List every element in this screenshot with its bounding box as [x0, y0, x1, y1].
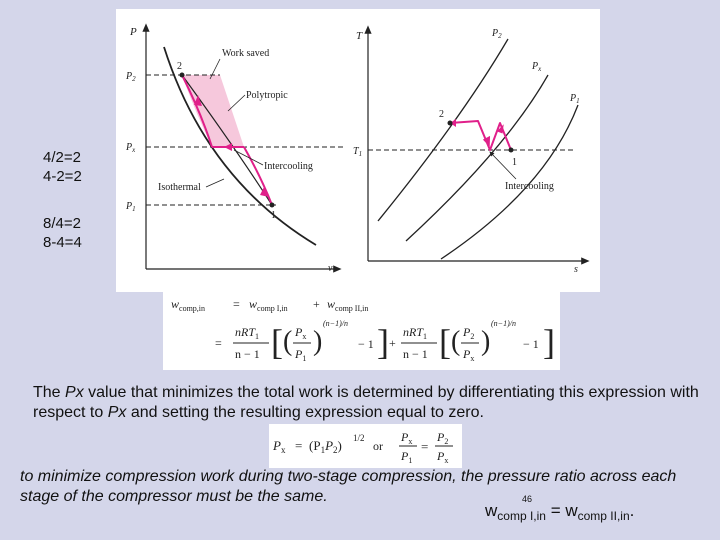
- ts-diagram: T s T1 P2 Px P1 1 2 Intercooling: [353, 25, 590, 275]
- eq-minus-one-1: − 1: [358, 337, 374, 351]
- pv-isothermal-label: Isothermal: [158, 182, 201, 193]
- work-equation-panel: wcomp,in = wcomp I,in + wcomp II,in = nR…: [163, 292, 560, 370]
- opt-lhs: Px: [272, 438, 286, 455]
- eq-bracket2-close: ]: [543, 322, 555, 362]
- eq-line1-lhs: wcomp,in: [171, 297, 205, 313]
- ts-arrow-intercool: [482, 135, 491, 147]
- work-equation: wcomp,in = wcomp I,in + wcomp II,in = nR…: [171, 297, 555, 363]
- pv-polytropic-leader: [227, 94, 246, 112]
- pv-polytropic-label: Polytropic: [246, 90, 288, 101]
- eq-paren1-close: ): [313, 326, 322, 357]
- ts-state-1-label: 1: [512, 157, 517, 168]
- ts-state-2-label: 2: [439, 109, 444, 120]
- pv-isothermal-leader: [205, 178, 225, 188]
- opt-equals: =: [295, 438, 302, 453]
- ts-p1-curve: [440, 104, 579, 260]
- optimum-pressure-equation: Px = (P1P2) 1/2 or Px P1 = P2 Px: [269, 424, 462, 468]
- ts-px-label: Px: [531, 61, 542, 73]
- eq-exponent1: (n−1)/n: [323, 319, 348, 328]
- diagram-panel: P v P2 Px P1 1 2: [116, 9, 600, 292]
- eq-line1-term1: wcomp I,in: [249, 297, 288, 313]
- ts-intercooling-label: Intercooling: [505, 181, 554, 192]
- work-equality: wcomp I,in = wcomp II,in.: [485, 501, 635, 523]
- eq-ratio1-num: Px: [294, 325, 306, 341]
- opt-product: (P1P2): [309, 438, 342, 455]
- ts-arrow-stage1: [496, 124, 504, 134]
- ts-axis-t-label: T: [356, 30, 363, 42]
- pv-p1-label: P1: [125, 201, 136, 213]
- opt-exponent: 1/2: [353, 433, 365, 443]
- eq-line2-plus: +: [389, 336, 396, 350]
- pv-px-label: Px: [125, 142, 136, 154]
- eq-bracket1-close: ]: [377, 322, 389, 362]
- eq-bracket1-open: [: [271, 322, 283, 362]
- ts-t1-label: T1: [353, 146, 362, 158]
- pv-stage2-compression: [181, 74, 213, 148]
- ts-process-path: [449, 120, 512, 151]
- ts-intercooling-leader: [489, 151, 517, 180]
- eq-ratio2-num: P2: [462, 325, 474, 341]
- eq-paren2-close: ): [481, 326, 490, 357]
- pv-state-2-point: [179, 72, 185, 78]
- pv-axis-p-label: P: [129, 26, 137, 38]
- pv-axis-v-label: v: [328, 263, 333, 274]
- eq-paren2-open: (: [451, 326, 460, 357]
- ts-p2-curve: [377, 38, 509, 222]
- ts-arrow-stage2: [450, 119, 456, 127]
- eq-frac1-num: nRT1: [235, 325, 259, 341]
- opt-frac1-den: P1: [400, 449, 412, 465]
- eq-frac2-den: n − 1: [403, 347, 428, 361]
- opt-frac-equals: =: [421, 439, 428, 454]
- pv-intercooling-leader: [233, 149, 264, 166]
- ts-state-1-point: [508, 147, 514, 153]
- eq-frac1-den: n − 1: [235, 347, 260, 361]
- ts-p1-label: P1: [569, 93, 580, 105]
- eq-line2-equals: =: [215, 336, 222, 350]
- eq-line1-term2: wcomp II,in: [327, 297, 368, 313]
- eq-line1-plus: +: [313, 297, 320, 311]
- eq-exponent2: (n−1)/n: [491, 319, 516, 328]
- pv-isothermal-curve: [163, 46, 317, 246]
- pv-intercooling-label: Intercooling: [264, 161, 313, 172]
- pv-p2-label: P2: [125, 71, 136, 83]
- pv-arrow-stage1: [260, 187, 269, 197]
- opt-or: or: [373, 439, 383, 453]
- pv-work-saved-label: Work saved: [222, 48, 269, 59]
- pv-diagram: P v P2 Px P1 1 2: [125, 23, 346, 274]
- explanation-text: The Px value that minimizes the total wo…: [33, 384, 699, 421]
- pv-arrow-intercool: [224, 143, 232, 151]
- eq-bracket2-open: [: [439, 322, 451, 362]
- optimum-formula: Px = (P1P2) 1/2 or Px P1 = P2 Px: [272, 430, 453, 465]
- pv-stage1-compression: [243, 146, 273, 206]
- pv-state-1-point: [269, 202, 275, 208]
- eq-ratio1-den: P1: [294, 347, 306, 363]
- ts-axis-s-label: s: [574, 264, 578, 275]
- pv-state-1-label: 1: [271, 210, 276, 221]
- ts-p2-label: P2: [491, 28, 502, 40]
- eq-frac2-num: nRT1: [403, 325, 427, 341]
- opt-frac1-num: Px: [400, 430, 412, 446]
- eq-ratio2-den: Px: [462, 347, 474, 363]
- side-note-1: 4/2=2: [43, 149, 81, 166]
- side-note-3: 8/4=2: [43, 215, 81, 232]
- conclusion-text: to minimize compression work during two-…: [20, 468, 677, 505]
- eq-line1-equals: =: [233, 297, 240, 311]
- page-number: 46: [522, 494, 533, 504]
- pv-arrow-stage2: [194, 95, 202, 106]
- pv-state-2-label: 2: [177, 61, 182, 72]
- side-note-2: 4-2=2: [43, 168, 82, 185]
- pv-ts-diagrams: P v P2 Px P1 1 2: [125, 23, 590, 275]
- pv-work-saved-leader: [209, 58, 221, 80]
- ts-state-2-point: [447, 120, 453, 126]
- opt-frac2-den: Px: [436, 449, 448, 465]
- eq-minus-one-2: − 1: [523, 337, 539, 351]
- eq-paren1-open: (: [283, 326, 292, 357]
- opt-frac2-num: P2: [436, 430, 448, 446]
- pv-work-saved-region: [182, 75, 244, 147]
- side-note-4: 8-4=4: [43, 234, 82, 251]
